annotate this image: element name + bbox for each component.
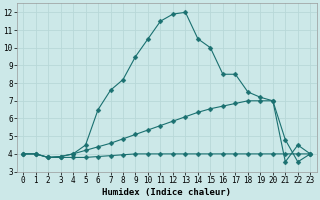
X-axis label: Humidex (Indice chaleur): Humidex (Indice chaleur): [102, 188, 231, 197]
